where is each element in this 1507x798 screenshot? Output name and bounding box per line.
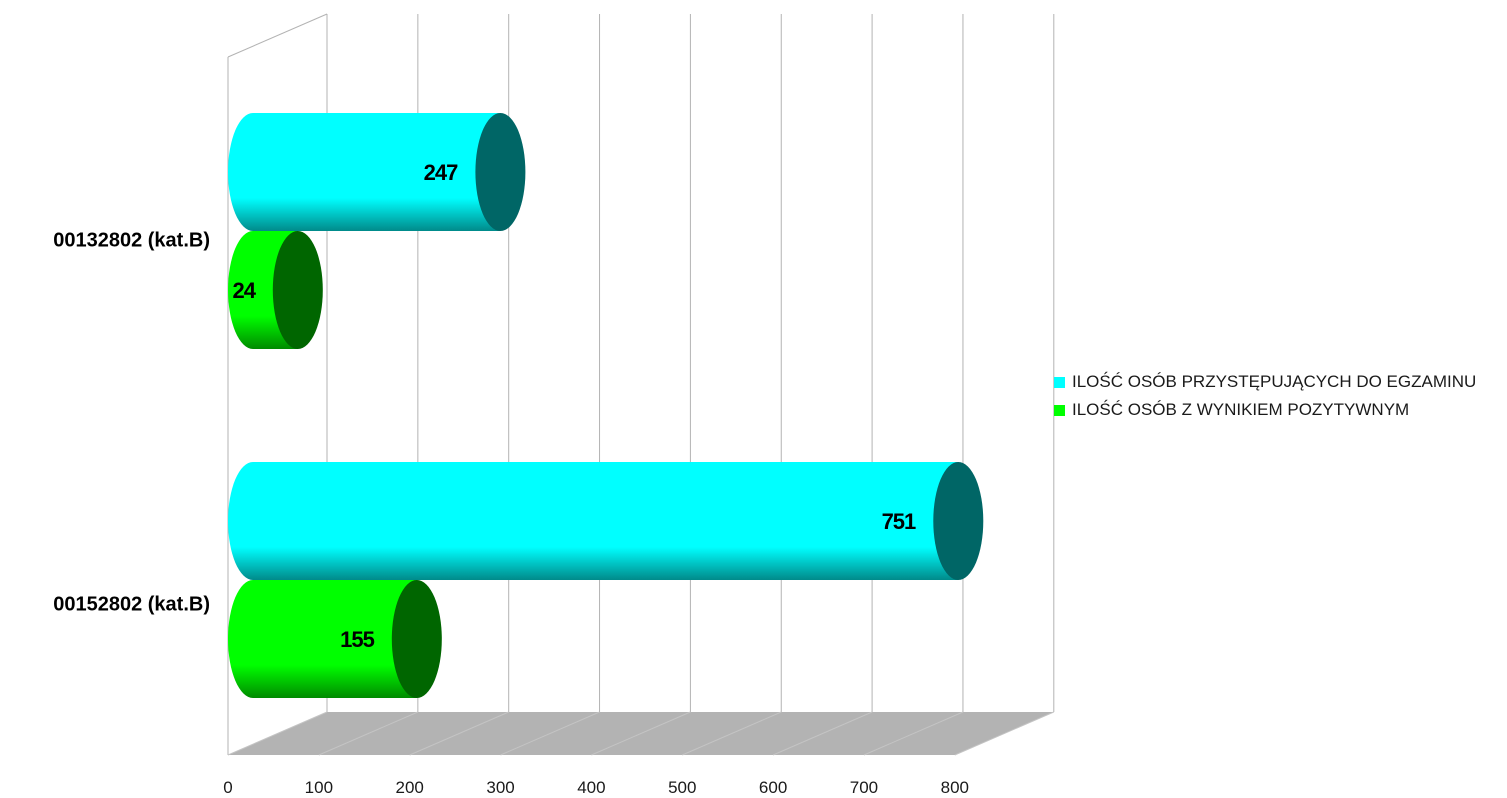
bars-layer — [228, 113, 984, 698]
data-label: 247 — [424, 160, 458, 185]
floor-gridline — [954, 711, 1054, 756]
legend: ILOŚĆ OSÓB PRZYSTĘPUJĄCYCH DO EGZAMINU IL… — [1052, 372, 1502, 428]
data-label: 155 — [340, 627, 374, 652]
x-tick-label: 500 — [668, 778, 696, 797]
bar-end-cap — [475, 113, 526, 231]
y-category-label: 00132802 (kat.B) — [53, 230, 210, 252]
floor-gridline — [409, 711, 509, 756]
floor-gridline — [682, 711, 782, 756]
x-tick-label: 0 — [223, 778, 232, 797]
data-label: 24 — [233, 278, 257, 303]
floor-gridline — [500, 711, 600, 756]
left-wall-top-edge — [227, 13, 328, 58]
x-tick-label: 800 — [941, 778, 969, 797]
labels-layer: 0 100 200 300 400 500 600 700 800 00132802 (kat.B… — [53, 160, 969, 797]
legend-swatch — [1054, 405, 1065, 416]
x-tick-label: 700 — [850, 778, 878, 797]
x-tick-label: 100 — [305, 778, 333, 797]
floor-gridline — [227, 711, 328, 756]
bar-end-cap — [272, 231, 323, 349]
x-tick-label: 200 — [396, 778, 424, 797]
bar — [228, 580, 417, 698]
legend-label: ILOŚĆ OSÓB Z WYNIKIEM POZYTYWNYM — [1072, 400, 1410, 419]
floor-gridline — [863, 711, 964, 756]
bar — [228, 462, 959, 580]
bar — [228, 113, 501, 231]
bar-end-cap — [391, 580, 442, 698]
y-category-label: 00152802 (kat.B) — [53, 594, 210, 616]
data-label: 751 — [882, 509, 916, 534]
legend-item: ILOŚĆ OSÓB PRZYSTĘPUJĄCYCH DO EGZAMINU — [1052, 372, 1502, 392]
x-tick-label: 600 — [759, 778, 787, 797]
legend-label: ILOŚĆ OSÓB PRZYSTĘPUJĄCYCH DO EGZAMINU — [1072, 372, 1477, 391]
floor-gridline — [591, 711, 691, 756]
floor-gridline — [772, 711, 873, 756]
legend-swatch — [1054, 377, 1065, 388]
floor-gridline — [318, 711, 419, 756]
x-tick-label: 400 — [577, 778, 605, 797]
x-tick-label: 300 — [486, 778, 514, 797]
bar-end-cap — [933, 462, 984, 580]
legend-item: ILOŚĆ OSÓB Z WYNIKIEM POZYTYWNYM — [1052, 400, 1502, 420]
